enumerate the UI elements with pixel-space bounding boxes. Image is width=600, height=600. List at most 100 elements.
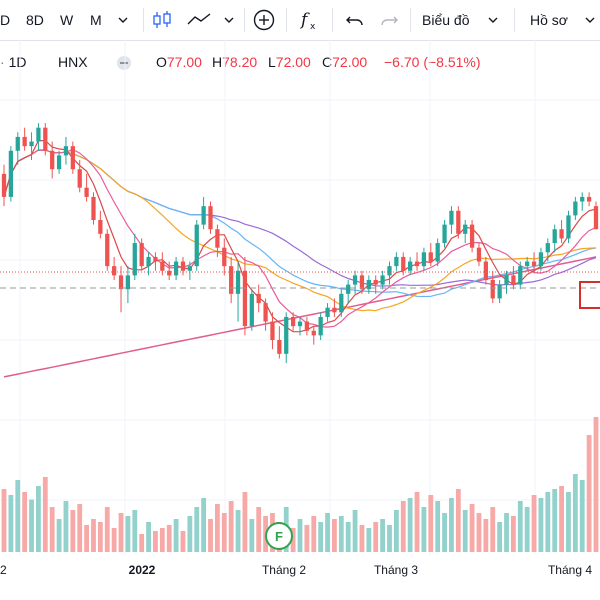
volume-bar: [118, 513, 124, 552]
undo-icon: [346, 16, 363, 26]
volume-bar: [56, 519, 62, 552]
candle-body: [435, 243, 440, 262]
event-marker[interactable]: F: [265, 522, 293, 550]
volume-bar: [325, 513, 330, 552]
candle-body: [332, 307, 337, 313]
volume-bar: [208, 519, 213, 552]
interval-d-button[interactable]: D: [0, 12, 11, 28]
x-axis-label: Tháng 2: [262, 563, 306, 577]
candle-body: [394, 256, 399, 267]
legend-interval[interactable]: · 1D: [0, 54, 27, 70]
indicators-button[interactable]: f x: [298, 0, 324, 40]
volume-bar: [132, 510, 138, 552]
candles-style-button[interactable]: [150, 0, 176, 40]
candle-body: [580, 196, 585, 202]
candle-body: [63, 146, 69, 156]
volume-bar: [180, 531, 186, 552]
volume-bar: [214, 504, 220, 552]
x-axis-label: Tháng 4: [548, 563, 592, 577]
interval-dropdown-button[interactable]: [116, 0, 136, 40]
add-indicator-button[interactable]: [252, 0, 278, 40]
candle-body: [490, 280, 495, 299]
volume-bar: [332, 519, 337, 552]
candle-body: [387, 266, 392, 276]
candle-body: [249, 293, 254, 327]
interval-8d-button[interactable]: 8D: [26, 12, 44, 28]
svg-text:x: x: [310, 22, 316, 32]
candle-body: [373, 280, 378, 285]
ma-orange-line: [3, 149, 597, 312]
collapse-legend-button[interactable]: [116, 54, 132, 70]
volume-bar: [559, 486, 564, 552]
volume-bar: [435, 501, 441, 552]
volume-bar: [531, 495, 537, 552]
undo-button[interactable]: [344, 0, 368, 40]
legend-change: −6.70 (−8.51%): [384, 54, 481, 70]
candle-body: [242, 270, 248, 327]
volume-bar: [146, 522, 151, 552]
candle-body: [538, 252, 544, 267]
volume-bar: [345, 522, 351, 552]
candle-body: [222, 247, 227, 267]
line-style-button[interactable]: [186, 0, 216, 40]
candlesticks: [1, 123, 599, 364]
chart-menu-dropdown[interactable]: [486, 0, 504, 40]
event-marker-circle: [265, 522, 293, 550]
candle-body: [43, 127, 48, 151]
candle-body: [70, 146, 75, 170]
volume-bar: [235, 510, 241, 552]
volume-bar: [352, 510, 358, 552]
candle-body: [504, 275, 509, 285]
candle-body: [290, 316, 296, 327]
candle-body: [586, 196, 592, 202]
candle-body: [167, 270, 172, 276]
x-axis-label-year: 2022: [129, 563, 156, 577]
redo-button[interactable]: [378, 0, 402, 40]
volume-bar: [504, 513, 509, 552]
price-chart[interactable]: F 2 2022 Tháng 2 Tháng 3 Tháng 4: [0, 40, 600, 600]
toolbar-divider: [286, 8, 287, 32]
highlight-box: [579, 281, 600, 309]
chart-menu-button[interactable]: Biểu đồ: [422, 0, 469, 40]
candle-body: [263, 303, 268, 322]
ma-short-line: [3, 140, 597, 333]
volume-bar: [455, 489, 461, 552]
volume-bar: [49, 507, 55, 552]
volume-bar: [407, 498, 413, 552]
volume-bar: [187, 516, 193, 552]
profile-menu-button[interactable]: Hồ sơ: [530, 0, 568, 40]
volume-bar: [1, 489, 7, 552]
volume-bar: [318, 522, 324, 552]
candle-body: [56, 155, 62, 170]
candle-body: [380, 275, 385, 285]
volume-bar: [194, 507, 200, 552]
volume-bar: [139, 534, 145, 552]
volume-bar: [22, 492, 28, 552]
candle-body: [352, 275, 358, 285]
candle-body: [339, 293, 344, 313]
profile-menu-dropdown[interactable]: [584, 0, 600, 40]
chart-style-dropdown-button[interactable]: [222, 0, 240, 40]
candle-body: [449, 210, 454, 225]
event-marker-label: F: [275, 529, 283, 544]
chevron-down-icon: [488, 17, 498, 23]
volume-bar: [97, 522, 103, 552]
volume-bar: [373, 522, 379, 552]
time-axis[interactable]: 2 2022 Tháng 2 Tháng 3 Tháng 4: [0, 563, 592, 577]
candle-body: [153, 256, 158, 262]
interval-w-button[interactable]: W: [60, 12, 74, 28]
volume-bar: [8, 495, 14, 552]
candle-body: [552, 229, 557, 244]
candle-body: [36, 127, 41, 142]
candle-body: [235, 270, 241, 294]
volume-bar: [400, 501, 406, 552]
candle-body: [146, 256, 151, 267]
interval-m-button[interactable]: M: [90, 12, 102, 28]
volume-bar: [84, 525, 90, 552]
legend-exchange[interactable]: HNX: [58, 54, 88, 70]
toolbar-divider: [143, 8, 144, 32]
volume-bar: [421, 507, 427, 552]
candle-body: [476, 247, 482, 262]
candle-body: [187, 266, 192, 271]
volume-bar: [111, 528, 117, 552]
